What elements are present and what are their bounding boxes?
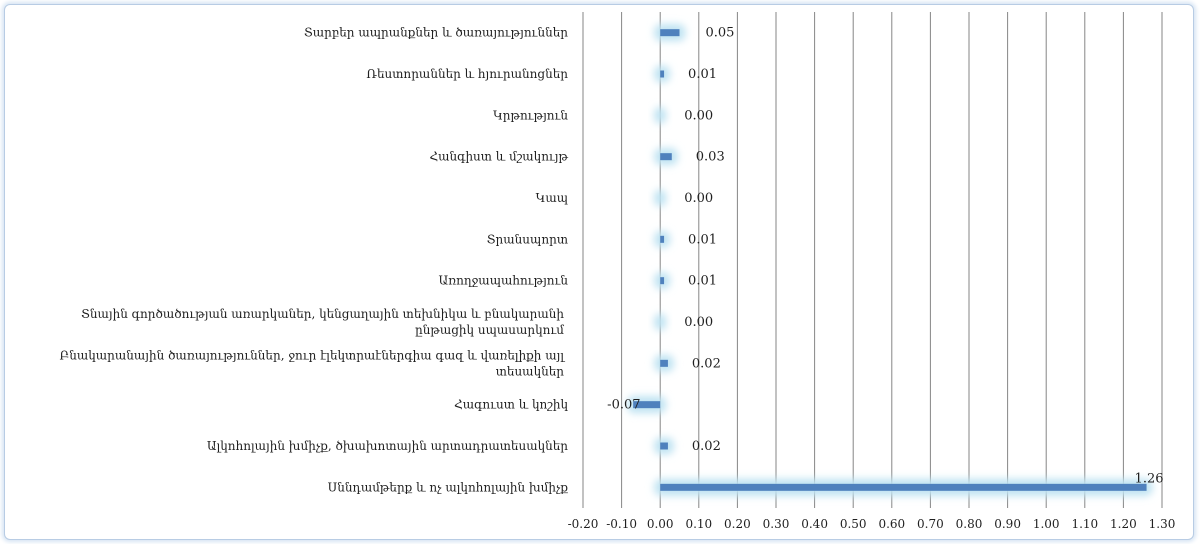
x-tick-label: 0.40: [801, 517, 828, 531]
category-label: Սննդամթերք և ոչ ալկոհոլային խմիչք: [328, 480, 569, 494]
x-tick-label: 0.10: [685, 517, 712, 531]
grid-lines: [583, 12, 1162, 508]
category-label: Հանգիստ և մշակույթ: [429, 150, 568, 164]
x-tick-label: 1.00: [1033, 517, 1060, 531]
bars: [633, 29, 1146, 491]
data-label: 0.00: [684, 108, 713, 123]
x-tick-label: 1.30: [1149, 517, 1176, 531]
data-labels: 0.05 0.01 0.00 0.03 0.00 0.01 0.01 0.00 0.02 -0.0…: [607, 26, 1163, 487]
x-tick-label: 0.00: [647, 517, 674, 531]
category-label: Ռեստորաններ և հյուրանոցներ: [366, 67, 568, 81]
data-label: 0.01: [688, 67, 717, 82]
data-label: 0.00: [684, 315, 713, 330]
x-tick-label: 1.20: [1110, 517, 1137, 531]
x-tick-label: 0.90: [994, 517, 1021, 531]
x-tick-label: 0.60: [878, 517, 905, 531]
data-label: 0.01: [688, 274, 717, 289]
category-label: տեսակներ: [496, 364, 565, 378]
x-tick-label: -0.20: [568, 517, 599, 531]
x-tick-label: 0.80: [956, 517, 983, 531]
bar: [660, 236, 664, 243]
x-tick-label: 0.70: [917, 517, 944, 531]
category-label: Կրթություն: [493, 108, 568, 122]
x-tick-label: 0.50: [840, 517, 867, 531]
data-label: 0.03: [696, 150, 725, 165]
category-label: Տարբեր ապրանքներ և ծառայություններ: [304, 26, 568, 40]
category-label: Հագուստ և կոշիկ: [454, 398, 568, 412]
data-label: 0.02: [692, 356, 721, 371]
data-label: 0.02: [692, 439, 721, 454]
bar: [660, 360, 668, 367]
category-label: Ալկոհոլային խմիչք, ծխախոտային արտադրատես…: [207, 439, 568, 453]
data-label: 1.26: [1135, 471, 1164, 486]
bar: [660, 29, 679, 36]
data-label: -0.07: [607, 398, 640, 413]
bar: [660, 277, 664, 284]
data-label: 0.01: [688, 232, 717, 247]
x-tick-label: 1.10: [1071, 517, 1098, 531]
bar-glows: [627, 24, 1152, 496]
category-label: Տնային գործածության առարկաներ, կենցաղայի…: [81, 307, 564, 321]
bar: [660, 71, 664, 78]
bar: [660, 484, 1146, 491]
category-label: Տրանսպորտ: [487, 232, 568, 246]
x-tick-label: 0.20: [724, 517, 751, 531]
category-label: Կապ: [536, 191, 568, 205]
x-axis-ticks: -0.20 -0.10 0.00 0.10 0.20 0.30 0.40 0.50 0.60 0.…: [568, 517, 1176, 531]
category-labels: Տարբեր ապրանքներ և ծառայություններ Ռեստոր…: [60, 26, 569, 495]
category-label: Առողջապահություն: [439, 274, 569, 288]
bar: [660, 153, 672, 160]
x-tick-label: 0.30: [763, 517, 790, 531]
x-tick-label: -0.10: [606, 517, 637, 531]
category-label: Բնակարանային ծառայություններ, ջուր էլեկտ…: [60, 348, 566, 362]
bar: [660, 443, 668, 450]
data-label: 0.05: [706, 26, 735, 41]
category-label: ընթացիկ սպասարկում: [415, 323, 564, 337]
data-label: 0.00: [684, 191, 713, 206]
